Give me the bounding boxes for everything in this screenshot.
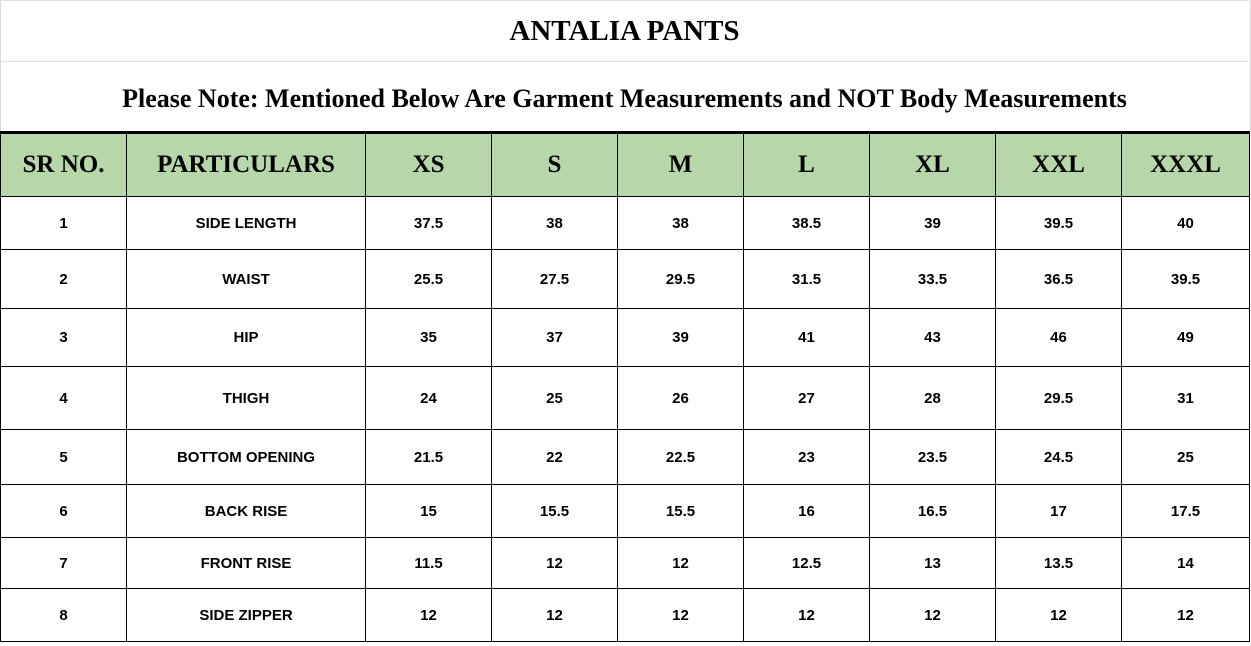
table-row: 3 HIP 35 37 39 41 43 46 49 [0, 308, 1250, 367]
column-header: L [743, 132, 870, 197]
measurement-cell: 16.5 [869, 484, 996, 538]
sr-no-cell: 1 [0, 196, 127, 250]
measurement-cell: 12.5 [743, 537, 870, 589]
measurement-cell: 14 [1121, 537, 1250, 589]
measurement-cell: 36.5 [995, 249, 1122, 309]
measurement-cell: 17 [995, 484, 1122, 538]
measurement-cell: 31.5 [743, 249, 870, 309]
measurement-cell: 43 [869, 308, 996, 367]
measurement-cell: 15.5 [491, 484, 618, 538]
measurement-cell: 46 [995, 308, 1122, 367]
measurement-cell: 25.5 [365, 249, 492, 309]
measurement-cell: 13 [869, 537, 996, 589]
particular-cell: BOTTOM OPENING [126, 429, 366, 485]
particular-cell: BACK RISE [126, 484, 366, 538]
measurement-cell: 39.5 [995, 196, 1122, 250]
measurement-cell: 39.5 [1121, 249, 1250, 309]
measurement-cell: 24 [365, 366, 492, 430]
measurement-cell: 12 [1121, 588, 1250, 642]
table-row: 1 SIDE LENGTH 37.5 38 38 38.5 39 39.5 40 [0, 196, 1250, 250]
measurement-cell: 39 [617, 308, 744, 367]
column-header: XXL [995, 132, 1122, 197]
measurement-cell: 31 [1121, 366, 1250, 430]
sr-no-cell: 4 [0, 366, 127, 430]
measurement-cell: 22 [491, 429, 618, 485]
table-row: 8 SIDE ZIPPER 12 12 12 12 12 12 12 [0, 588, 1250, 642]
particular-cell: WAIST [126, 249, 366, 309]
measurement-cell: 12 [995, 588, 1122, 642]
particular-cell: SIDE ZIPPER [126, 588, 366, 642]
measurement-cell: 15.5 [617, 484, 744, 538]
measurement-cell: 12 [869, 588, 996, 642]
table-row: 4 THIGH 24 25 26 27 28 29.5 31 [0, 366, 1250, 430]
measurement-cell: 40 [1121, 196, 1250, 250]
measurement-cell: 24.5 [995, 429, 1122, 485]
measurement-cell: 27.5 [491, 249, 618, 309]
measurement-cell: 38 [617, 196, 744, 250]
measurement-cell: 29.5 [995, 366, 1122, 430]
sr-no-cell: 2 [0, 249, 127, 309]
measurement-cell: 25 [1121, 429, 1250, 485]
measurement-cell: 28 [869, 366, 996, 430]
measurement-cell: 37 [491, 308, 618, 367]
measurement-cell: 26 [617, 366, 744, 430]
header-row: SR NO. PARTICULARS XS S M L XL XXL XXXL [0, 132, 1250, 197]
column-header: M [617, 132, 744, 197]
measurement-cell: 49 [1121, 308, 1250, 367]
sr-no-cell: 8 [0, 588, 127, 642]
sr-no-cell: 7 [0, 537, 127, 589]
column-header: XL [869, 132, 996, 197]
measurement-cell: 37.5 [365, 196, 492, 250]
particular-cell: HIP [126, 308, 366, 367]
measurement-cell: 12 [617, 537, 744, 589]
measurement-cell: 25 [491, 366, 618, 430]
page-title: ANTALIA PANTS [0, 0, 1249, 62]
table-row: 6 BACK RISE 15 15.5 15.5 16 16.5 17 17.5 [0, 484, 1250, 538]
measurement-cell: 39 [869, 196, 996, 250]
measurement-cell: 16 [743, 484, 870, 538]
measurement-cell: 12 [491, 588, 618, 642]
measurement-cell: 21.5 [365, 429, 492, 485]
measurement-cell: 11.5 [365, 537, 492, 589]
measurement-cell: 33.5 [869, 249, 996, 309]
column-header: XXXL [1121, 132, 1250, 197]
measurement-cell: 41 [743, 308, 870, 367]
measurement-cell: 15 [365, 484, 492, 538]
measurement-cell: 12 [491, 537, 618, 589]
measurement-cell: 12 [617, 588, 744, 642]
table-row: 7 FRONT RISE 11.5 12 12 12.5 13 13.5 14 [0, 537, 1250, 589]
column-header: SR NO. [0, 132, 127, 197]
measurement-note: Please Note: Mentioned Below Are Garment… [122, 84, 1127, 113]
measurement-cell: 29.5 [617, 249, 744, 309]
measurement-cell: 12 [743, 588, 870, 642]
sr-no-cell: 6 [0, 484, 127, 538]
size-chart-table: SR NO. PARTICULARS XS S M L XL XXL XXXL 1 SIDE LE… [0, 131, 1250, 642]
table-row: 5 BOTTOM OPENING 21.5 22 22.5 23 23.5 24.5 25 [0, 429, 1250, 485]
particular-cell: THIGH [126, 366, 366, 430]
measurement-cell: 38 [491, 196, 618, 250]
sr-no-cell: 5 [0, 429, 127, 485]
column-header: S [491, 132, 618, 197]
table-row: 2 WAIST 25.5 27.5 29.5 31.5 33.5 36.5 39.5 [0, 249, 1250, 309]
measurement-cell: 17.5 [1121, 484, 1250, 538]
measurement-cell: 12 [365, 588, 492, 642]
column-header: PARTICULARS [126, 132, 366, 197]
sr-no-cell: 3 [0, 308, 127, 367]
measurement-cell: 27 [743, 366, 870, 430]
particular-cell: SIDE LENGTH [126, 196, 366, 250]
measurement-cell: 23 [743, 429, 870, 485]
measurement-cell: 38.5 [743, 196, 870, 250]
measurement-cell: 23.5 [869, 429, 996, 485]
measurement-cell: 22.5 [617, 429, 744, 485]
particular-cell: FRONT RISE [126, 537, 366, 589]
measurement-cell: 13.5 [995, 537, 1122, 589]
measurement-cell: 35 [365, 308, 492, 367]
column-header: XS [365, 132, 492, 197]
